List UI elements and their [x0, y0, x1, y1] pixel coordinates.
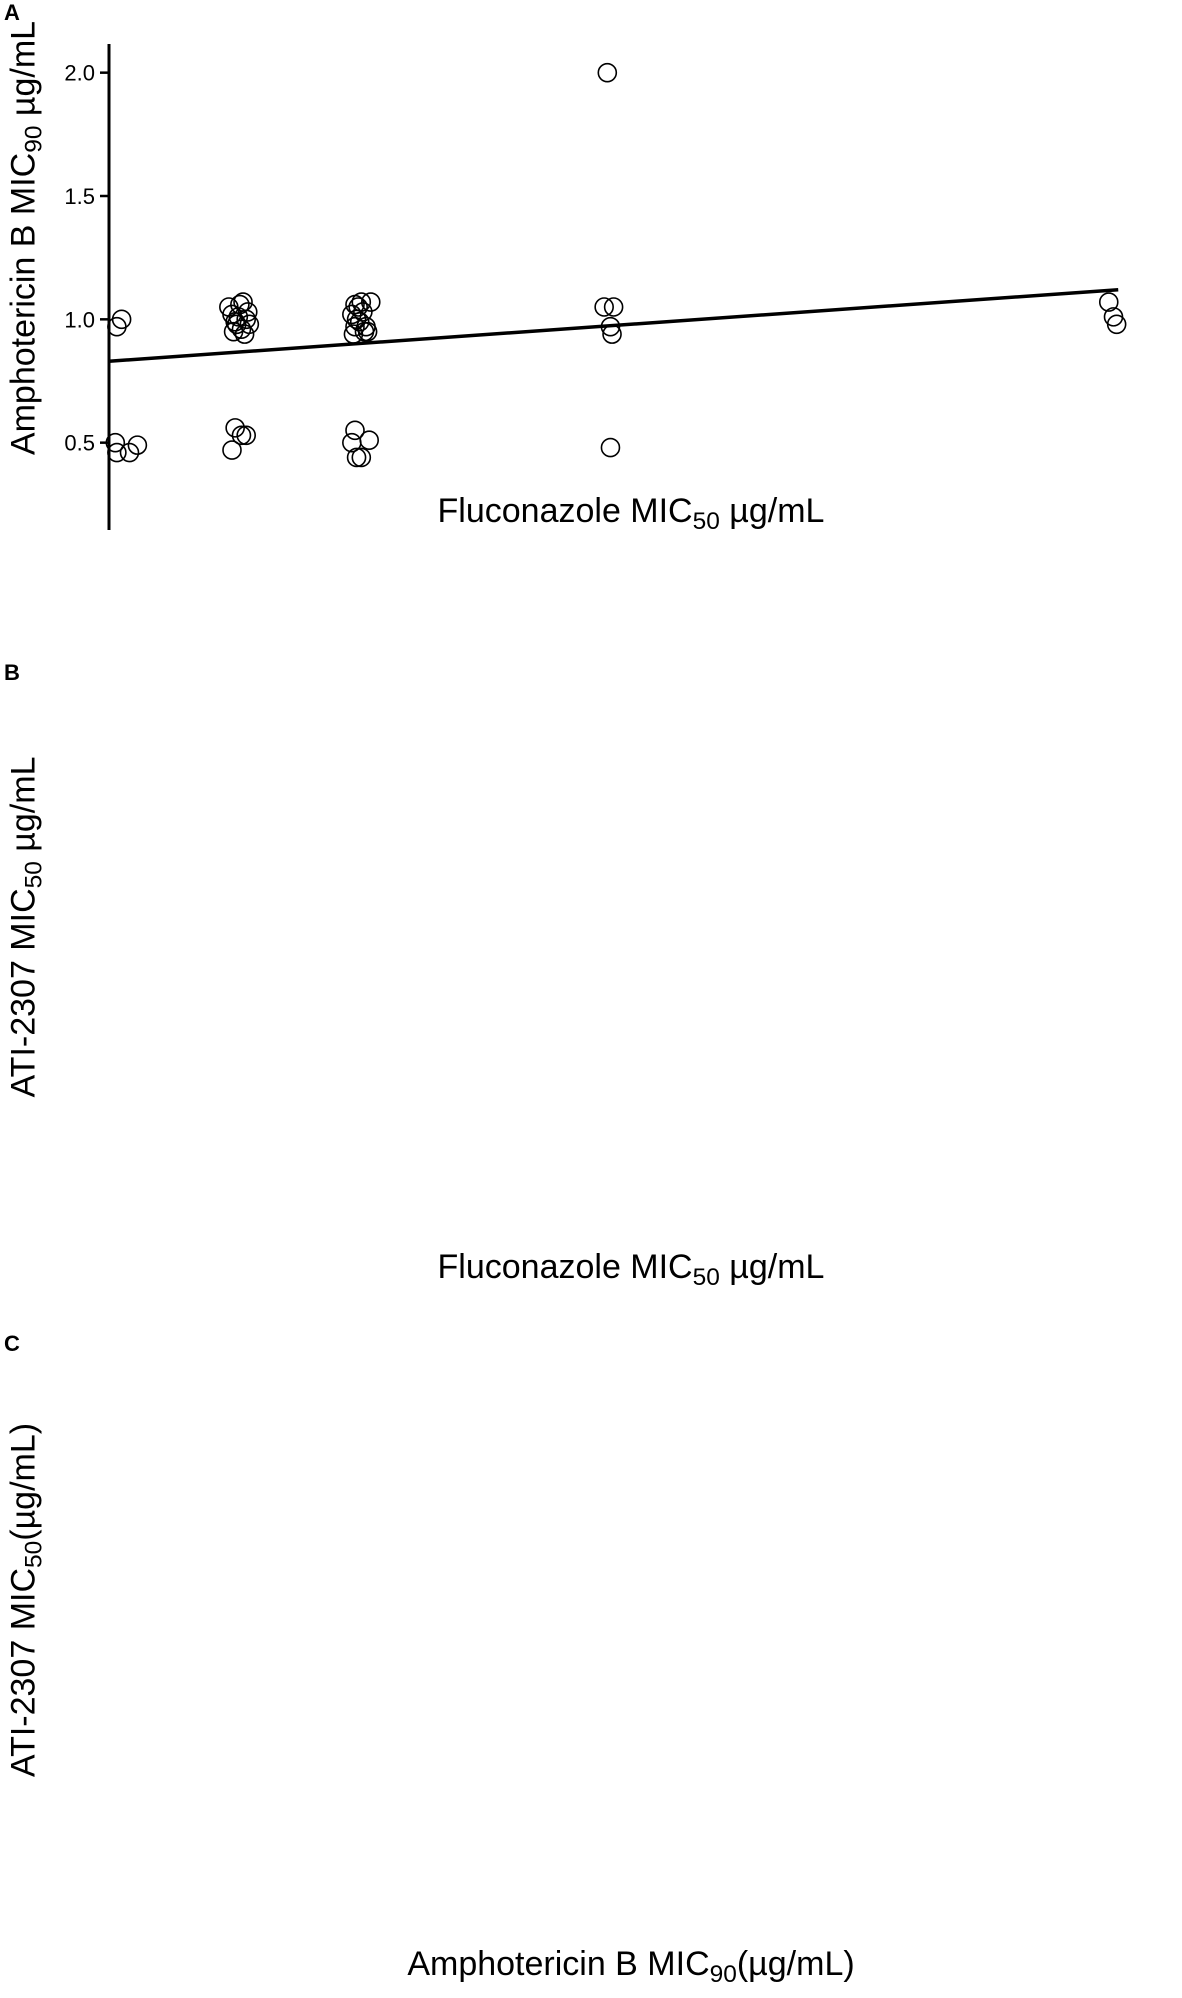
data-point — [357, 321, 378, 342]
data-point — [231, 425, 252, 446]
panel-b: B 08162432404856640.00000.00780.01560.02… — [0, 660, 1182, 1342]
data-point — [600, 437, 621, 458]
data-point — [222, 440, 242, 460]
chart-c-plot: 0.000.250.500.751.001.251.501.752.000.00… — [0, 0, 1182, 671]
panel-label-a: A — [4, 0, 20, 25]
data-point — [1098, 292, 1119, 312]
y-tick-label: 2.0 — [64, 61, 95, 86]
y-tick-label: 1.5 — [64, 184, 95, 209]
chart-b-y-axis-label: ATI-2307 MIC50 µg/mL — [4, 756, 48, 1098]
data-point — [228, 307, 249, 327]
data-point — [360, 292, 381, 312]
panel-c: C 0.000.250.500.751.001.251.501.752.000.… — [0, 1327, 1182, 1998]
data-point — [351, 447, 372, 468]
data-point — [119, 442, 140, 463]
panel-label-c: C — [4, 1331, 20, 1356]
data-point — [342, 304, 362, 325]
data-point — [236, 425, 256, 446]
data-point — [237, 302, 258, 322]
data-point — [105, 432, 126, 453]
data-point — [353, 302, 373, 322]
panel-label-b: B — [4, 660, 20, 685]
data-point — [107, 442, 127, 463]
data-point — [594, 297, 614, 317]
data-point — [236, 309, 256, 330]
data-point — [225, 418, 245, 438]
chart-c-y-axis-label: ATI-2307 MIC50(µg/mL) — [4, 1422, 48, 1778]
data-point — [111, 309, 132, 330]
chart-a-x-axis-label: Fluconazole MIC50 µg/mL — [437, 492, 825, 535]
data-point — [600, 316, 621, 337]
data-point — [348, 297, 368, 317]
data-point — [127, 435, 148, 455]
chart-a-content: 08162432404856640.00.51.01.52.0 — [64, 44, 1127, 530]
data-point — [345, 294, 365, 315]
data-point — [223, 321, 244, 342]
data-point — [597, 62, 618, 83]
y-tick-label: 1.0 — [64, 307, 95, 332]
chart-a-plot: 08162432404856640.00.51.01.52.0 — [64, 44, 1127, 530]
data-point — [359, 430, 379, 451]
chart-b-x-axis-label: Fluconazole MIC50 µg/mL — [437, 1248, 825, 1291]
panel-a: A 08162432404856640.00.51.01.52.0 Amphot… — [0, 0, 1182, 535]
y-tick-label: 0.5 — [64, 431, 95, 456]
data-point — [602, 324, 622, 344]
chart-c-x-axis-label: Amphotericin B MIC90(µg/mL) — [407, 1945, 855, 1988]
data-point — [603, 297, 624, 317]
data-point — [239, 314, 260, 335]
data-point — [345, 420, 365, 441]
data-point — [234, 324, 255, 344]
data-point — [1106, 314, 1127, 335]
data-point — [346, 447, 367, 468]
